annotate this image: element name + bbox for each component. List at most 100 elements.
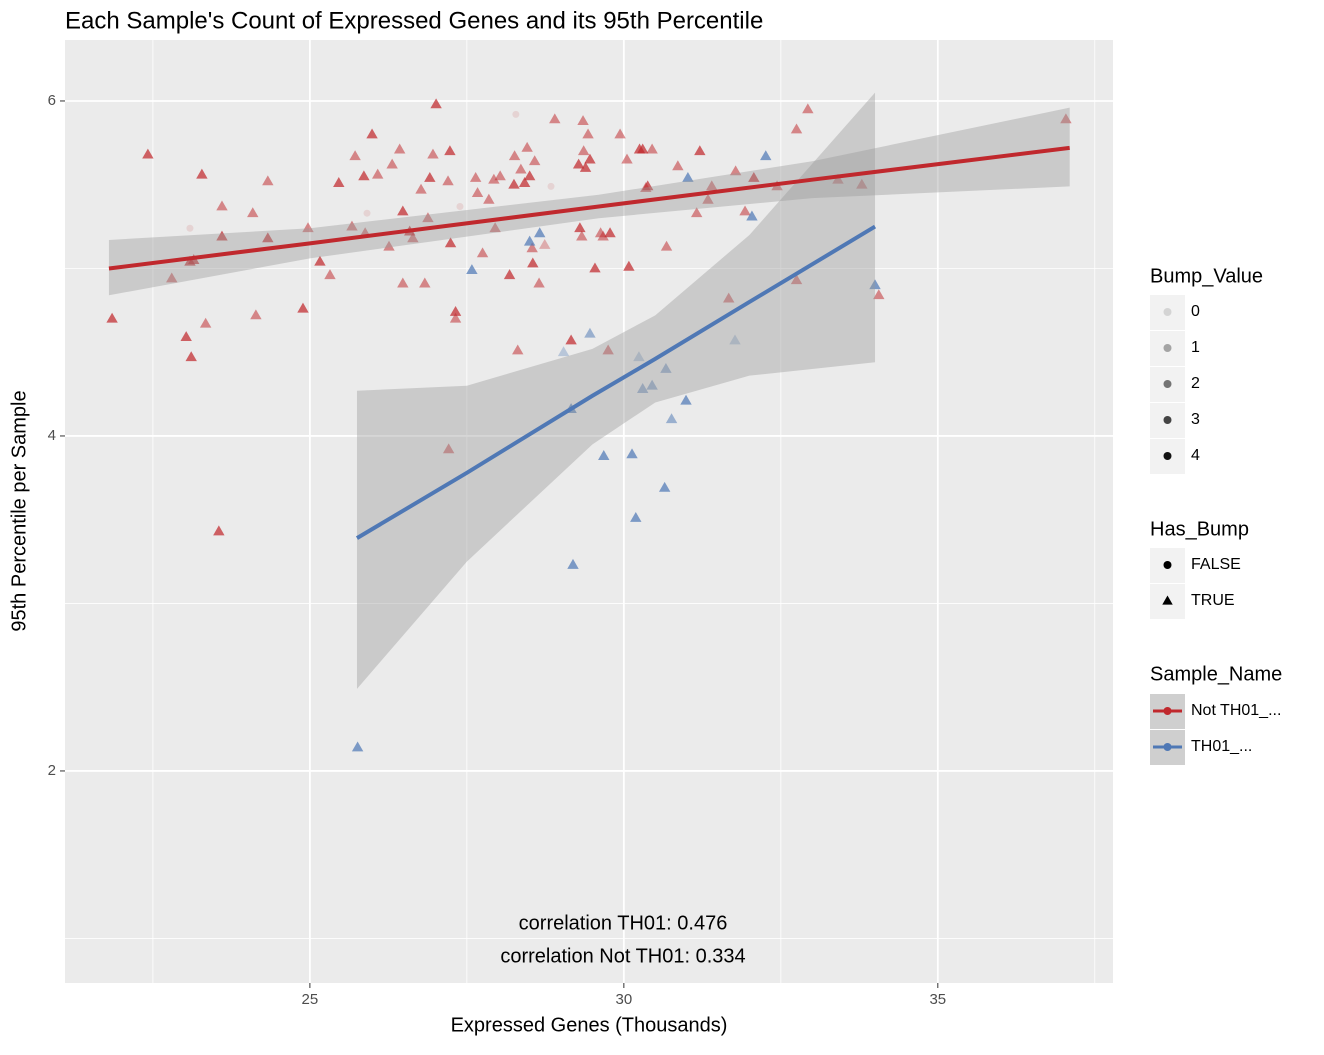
y-tick-label: 6 bbox=[48, 92, 56, 109]
point bbox=[494, 170, 506, 181]
point bbox=[604, 227, 616, 238]
point bbox=[419, 277, 431, 288]
x-axis-title: Expressed Genes (Thousands) bbox=[451, 1014, 728, 1036]
point bbox=[582, 128, 594, 139]
x-tick-label: 35 bbox=[929, 991, 946, 1008]
point bbox=[576, 230, 588, 241]
point bbox=[723, 292, 735, 303]
point bbox=[589, 262, 601, 273]
point bbox=[642, 180, 654, 191]
point bbox=[508, 178, 520, 189]
point bbox=[262, 232, 274, 243]
point bbox=[372, 168, 384, 179]
point bbox=[729, 165, 742, 176]
point bbox=[549, 113, 561, 124]
point bbox=[636, 143, 649, 154]
point bbox=[324, 269, 336, 280]
point bbox=[547, 182, 555, 190]
point bbox=[512, 110, 520, 118]
point bbox=[660, 240, 673, 251]
point bbox=[873, 289, 885, 300]
point bbox=[567, 558, 579, 569]
legend-symbol bbox=[1163, 743, 1172, 751]
legend-symbol bbox=[1163, 452, 1172, 460]
point bbox=[602, 344, 614, 355]
point bbox=[383, 240, 395, 251]
point bbox=[658, 481, 671, 492]
point bbox=[250, 309, 262, 320]
point bbox=[346, 220, 358, 231]
point bbox=[358, 170, 370, 181]
point bbox=[636, 383, 649, 393]
point bbox=[526, 242, 538, 253]
legend-symbol bbox=[1162, 595, 1173, 605]
point bbox=[397, 205, 409, 216]
fit-line bbox=[355, 224, 877, 540]
point bbox=[247, 207, 259, 218]
point bbox=[646, 143, 658, 154]
point bbox=[444, 237, 457, 248]
legend-label: 2 bbox=[1191, 375, 1200, 392]
point bbox=[534, 227, 546, 238]
point bbox=[672, 160, 684, 171]
point bbox=[621, 153, 633, 164]
point bbox=[483, 193, 495, 204]
point bbox=[512, 344, 524, 355]
point bbox=[633, 351, 645, 362]
point bbox=[503, 269, 516, 280]
point bbox=[577, 145, 590, 156]
point bbox=[488, 173, 500, 184]
point bbox=[442, 175, 454, 186]
point bbox=[515, 163, 527, 174]
point bbox=[508, 150, 521, 161]
legend-key bbox=[1150, 331, 1185, 366]
point bbox=[614, 128, 626, 139]
legend-label: TRUE bbox=[1191, 592, 1235, 609]
point bbox=[199, 317, 212, 328]
point bbox=[216, 200, 228, 211]
point bbox=[523, 235, 536, 246]
point bbox=[790, 274, 803, 285]
point bbox=[584, 327, 596, 338]
point bbox=[533, 277, 545, 288]
point bbox=[349, 150, 361, 161]
point bbox=[527, 257, 539, 268]
confidence-band bbox=[356, 92, 876, 689]
point bbox=[180, 331, 192, 342]
point bbox=[397, 277, 409, 288]
legend-label: 0 bbox=[1191, 303, 1200, 320]
legend-symbol bbox=[1163, 344, 1172, 352]
point bbox=[856, 178, 868, 189]
point bbox=[630, 512, 642, 522]
legend-label: FALSE bbox=[1191, 556, 1241, 573]
annotation: correlation Not TH01: 0.334 bbox=[500, 945, 745, 967]
point bbox=[314, 255, 326, 266]
point bbox=[427, 148, 439, 159]
point bbox=[665, 413, 678, 424]
point bbox=[572, 158, 585, 169]
point bbox=[646, 379, 658, 390]
point bbox=[690, 207, 703, 218]
point bbox=[832, 173, 844, 184]
legend-key bbox=[1150, 295, 1185, 330]
point bbox=[216, 230, 228, 241]
point bbox=[626, 448, 638, 459]
point bbox=[106, 312, 118, 323]
point bbox=[706, 180, 718, 191]
point bbox=[521, 141, 533, 152]
point bbox=[424, 172, 436, 182]
point bbox=[760, 150, 772, 161]
point bbox=[449, 312, 462, 323]
point bbox=[186, 224, 194, 232]
point bbox=[407, 232, 419, 243]
point bbox=[623, 260, 635, 271]
point bbox=[415, 183, 427, 194]
legend-symbol bbox=[1163, 561, 1172, 569]
point bbox=[660, 362, 672, 373]
point bbox=[682, 172, 694, 182]
legend-symbol bbox=[1163, 416, 1172, 424]
point bbox=[442, 443, 455, 454]
legend-symbol bbox=[1163, 380, 1172, 388]
point bbox=[869, 279, 881, 290]
point bbox=[489, 222, 501, 233]
